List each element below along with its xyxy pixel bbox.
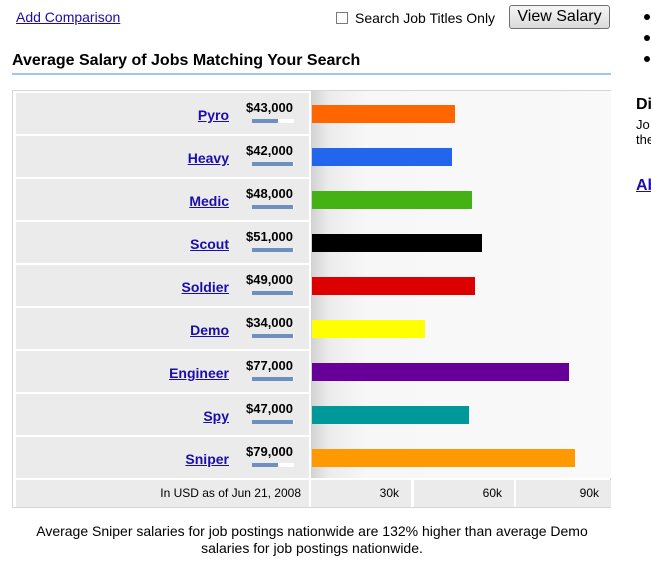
mini-salary-bar [252, 291, 294, 295]
mini-salary-bar [252, 463, 294, 467]
job-title-link[interactable]: Soldier [181, 279, 229, 295]
mini-salary-bar-fill [252, 205, 293, 209]
x-axis-tick-label: 90k [579, 486, 599, 500]
salary-bar [312, 277, 475, 295]
view-salary-button[interactable]: View Salary [509, 5, 610, 29]
mini-salary-bar-fill [252, 119, 278, 123]
salary-bar [312, 320, 425, 338]
salary-row: Spy $47,000 [16, 394, 309, 435]
job-title-link[interactable]: Scout [190, 236, 229, 252]
section-divider [12, 73, 611, 75]
salary-row: Medic $48,000 [16, 179, 309, 220]
mini-salary-bar-fill [252, 463, 278, 467]
salary-value-label: $42,000 [246, 143, 293, 158]
salary-row: Heavy $42,000 [16, 136, 309, 177]
job-title-link[interactable]: Spy [203, 408, 229, 424]
salary-bar [312, 191, 472, 209]
sidebar-link[interactable]: Ab [636, 177, 651, 194]
salary-bar [312, 234, 482, 252]
mini-salary-bar [252, 334, 294, 338]
salary-bar [312, 363, 569, 381]
job-title-link[interactable]: Pyro [197, 107, 229, 123]
salary-value-label: $48,000 [246, 186, 293, 201]
salary-value-label: $47,000 [246, 401, 293, 416]
add-comparison-link[interactable]: Add Comparison [16, 9, 121, 25]
job-title-link[interactable]: Engineer [169, 365, 229, 381]
mini-salary-bar [252, 119, 294, 123]
mini-salary-bar [252, 248, 294, 252]
search-titles-only-option[interactable]: Search Job Titles Only [336, 10, 495, 26]
salary-bar [312, 105, 455, 123]
salary-value-label: $79,000 [246, 444, 293, 459]
mini-salary-bar-fill [252, 248, 293, 252]
sidebar-text-line: Jo [636, 117, 650, 132]
mini-salary-bar-fill [252, 377, 293, 381]
search-titles-label: Search Job Titles Only [355, 10, 496, 26]
sidebar-bullet [644, 35, 650, 41]
job-title-link[interactable]: Sniper [185, 451, 229, 467]
job-title-link[interactable]: Medic [189, 193, 229, 209]
salary-value-label: $34,000 [246, 315, 293, 330]
x-axis-tick-cell: 90k [516, 480, 611, 507]
salary-value-label: $51,000 [246, 229, 293, 244]
chart-note: In USD as of Jun 21, 2008 [160, 486, 301, 500]
mini-salary-bar-fill [252, 162, 293, 166]
salary-value-label: $43,000 [246, 100, 293, 115]
salary-row: Soldier $49,000 [16, 265, 309, 306]
mini-salary-bar [252, 377, 294, 381]
salary-row: Engineer $77,000 [16, 351, 309, 392]
sidebar-text-line: the [636, 132, 651, 147]
chart-note-cell: In USD as of Jun 21, 2008 [16, 480, 309, 507]
mini-salary-bar-fill [252, 334, 293, 338]
x-axis-tick-cell: 30k [311, 480, 411, 507]
search-titles-checkbox[interactable] [336, 12, 348, 24]
salary-bar [312, 148, 452, 166]
x-axis-tick-label: 30k [379, 486, 399, 500]
salary-value-label: $77,000 [246, 358, 293, 373]
x-axis-tick-label: 60k [482, 486, 502, 500]
mini-salary-bar [252, 162, 294, 166]
salary-bar [312, 406, 469, 424]
comparison-summary: Average Sniper salaries for job postings… [36, 523, 588, 556]
sidebar-bullet [644, 14, 650, 20]
salary-row: Demo $34,000 [16, 308, 309, 349]
mini-salary-bar [252, 205, 294, 209]
x-axis-tick-cell: 60k [414, 480, 514, 507]
job-title-link[interactable]: Heavy [187, 150, 229, 166]
salary-value-label: $49,000 [246, 272, 293, 287]
salary-chart: In USD as of Jun 21, 2008 Pyro $43,000 Hea… [12, 90, 611, 508]
salary-bar [312, 449, 575, 467]
sidebar-bullet [644, 56, 650, 62]
salary-row: Sniper $79,000 [16, 437, 309, 478]
section-title: Average Salary of Jobs Matching Your Sea… [12, 52, 361, 69]
mini-salary-bar-fill [252, 291, 293, 295]
salary-row: Scout $51,000 [16, 222, 309, 263]
sidebar-heading: Di [636, 96, 651, 113]
mini-salary-bar [252, 420, 294, 424]
job-title-link[interactable]: Demo [190, 322, 229, 338]
mini-salary-bar-fill [252, 420, 293, 424]
salary-row: Pyro $43,000 [16, 93, 309, 134]
